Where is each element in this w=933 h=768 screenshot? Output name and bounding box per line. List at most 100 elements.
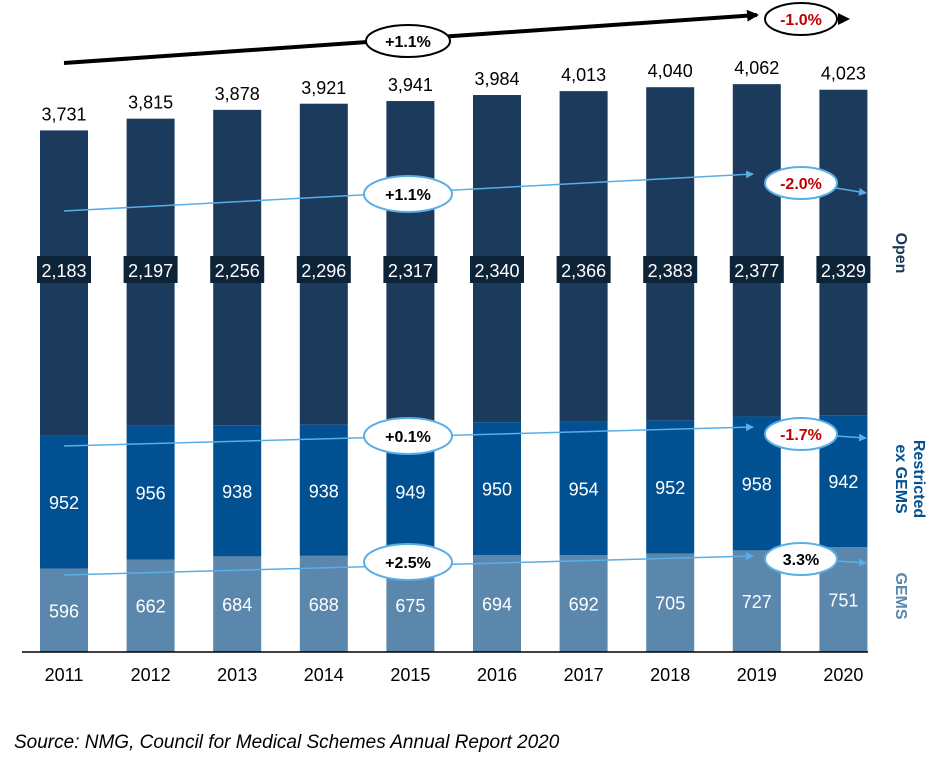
restricted-cagr-oval <box>363 417 453 455</box>
bar-segment-restricted-ex-gems-2016 <box>473 422 521 555</box>
restricted-cagr-label: +0.1% <box>385 429 431 446</box>
gems-cagr-oval <box>363 543 453 581</box>
x-tick-label-2019: 2019 <box>737 665 777 685</box>
value-label-open-2015: 2,317 <box>388 261 433 281</box>
gems-last-change-label: 3.3% <box>783 552 819 569</box>
value-label-open-2013: 2,256 <box>215 261 260 281</box>
value-label-restricted-ex-gems-2014: 938 <box>309 481 339 501</box>
value-label-gems-2020: 751 <box>828 591 858 611</box>
total-label-2017: 4,013 <box>561 65 606 85</box>
bar-segment-restricted-ex-gems-2012 <box>126 425 175 560</box>
value-label-restricted-ex-gems-2018: 952 <box>655 478 685 498</box>
value-label-box-open-2015 <box>383 256 438 283</box>
source-note: Source: NMG, Council for Medical Schemes… <box>14 732 560 753</box>
x-tick-label-2011: 2011 <box>45 665 84 685</box>
value-label-box-open-2011 <box>37 256 91 283</box>
bar-segment-restricted-ex-gems-2017 <box>559 421 608 556</box>
value-label-restricted-ex-gems-2017: 954 <box>569 480 599 500</box>
value-label-open-2018: 2,383 <box>648 261 693 281</box>
open-last-change-oval <box>764 166 838 200</box>
series-label-restricted-ex-gems: Restrictedex GEMS <box>892 440 927 518</box>
total-label-2012: 3,815 <box>128 93 173 113</box>
restricted-last-change-label: -1.7% <box>780 427 822 444</box>
value-label-box-open-2019 <box>729 256 784 283</box>
bar-segment-open-2018 <box>646 87 695 421</box>
value-label-box-open-2016 <box>470 256 524 283</box>
value-label-restricted-ex-gems-2020: 942 <box>828 472 858 492</box>
total-label-2018: 4,040 <box>648 61 693 81</box>
bar-segment-open-2019 <box>732 84 781 417</box>
value-label-restricted-ex-gems-2019: 958 <box>742 474 772 494</box>
bar-segment-open-2020 <box>819 89 868 416</box>
restricted-last-change-arrow <box>835 433 867 442</box>
x-tick-label-2018: 2018 <box>650 665 690 685</box>
value-label-gems-2018: 705 <box>655 594 685 614</box>
x-tick-label-2016: 2016 <box>477 665 517 685</box>
gems-last-change-arrow <box>835 558 867 567</box>
value-label-open-2012: 2,197 <box>128 261 173 281</box>
value-label-open-2014: 2,296 <box>301 261 346 281</box>
total-label-2019: 4,062 <box>734 58 779 78</box>
value-label-gems-2012: 662 <box>136 597 166 617</box>
bar-segment-gems-2018 <box>646 553 695 652</box>
bar-segment-restricted-ex-gems-2011 <box>40 435 88 569</box>
bar-segment-gems-2013 <box>213 556 262 652</box>
value-label-gems-2014: 688 <box>309 595 339 615</box>
value-label-box-open-2012 <box>123 256 178 283</box>
total-label-2016: 3,984 <box>474 69 519 89</box>
value-label-gems-2013: 684 <box>222 595 252 615</box>
total-last-change-label: -1.0% <box>780 12 822 29</box>
value-label-box-open-2014 <box>296 256 351 283</box>
value-label-gems-2019: 727 <box>742 592 772 612</box>
bar-segment-gems-2016 <box>473 554 521 652</box>
value-label-gems-2017: 692 <box>569 595 599 615</box>
value-label-box-open-2018 <box>643 256 698 283</box>
open-last-change-label: -2.0% <box>780 176 822 193</box>
bar-segment-gems-2011 <box>40 568 88 652</box>
value-label-box-open-2020 <box>816 256 871 283</box>
series-label-gems: GEMS <box>892 572 909 619</box>
bar-segment-restricted-ex-gems-2013 <box>213 425 262 557</box>
total-label-2011: 3,731 <box>41 104 86 124</box>
value-label-open-2011: 2,183 <box>41 261 86 281</box>
total-label-2013: 3,878 <box>215 84 260 104</box>
x-tick-label-2012: 2012 <box>131 665 171 685</box>
restricted-last-change-oval <box>764 417 838 451</box>
open-cagr-oval <box>363 175 453 213</box>
gems-cagr-label: +2.5% <box>385 555 431 572</box>
value-label-restricted-ex-gems-2016: 950 <box>482 480 512 500</box>
value-label-restricted-ex-gems-2012: 956 <box>136 484 166 504</box>
x-tick-label-2014: 2014 <box>304 665 344 685</box>
series-label-open: Open <box>892 233 909 274</box>
value-label-gems-2011: 596 <box>49 601 79 621</box>
gems-last-change-oval <box>764 542 838 576</box>
value-label-box-open-2017 <box>556 256 611 283</box>
x-tick-label-2015: 2015 <box>390 665 430 685</box>
bar-segment-gems-2017 <box>559 555 608 652</box>
value-label-gems-2015: 675 <box>395 596 425 616</box>
x-tick-label-2020: 2020 <box>823 665 863 685</box>
total-cagr-oval <box>365 24 451 58</box>
value-label-open-2016: 2,340 <box>474 261 519 281</box>
value-label-open-2020: 2,329 <box>821 261 866 281</box>
total-last-change-oval <box>764 2 838 36</box>
total-label-2020: 4,023 <box>821 64 866 84</box>
x-tick-label-2013: 2013 <box>217 665 257 685</box>
value-label-open-2019: 2,377 <box>734 261 779 281</box>
total-label-2015: 3,941 <box>388 75 433 95</box>
open-cagr-label: +1.1% <box>385 187 431 204</box>
value-label-restricted-ex-gems-2011: 952 <box>49 493 79 513</box>
bar-segment-gems-2012 <box>126 559 175 652</box>
bar-segment-gems-2014 <box>299 555 348 652</box>
value-label-gems-2016: 694 <box>482 594 512 614</box>
value-label-restricted-ex-gems-2015: 949 <box>395 482 425 502</box>
bar-segment-restricted-ex-gems-2014 <box>299 424 348 556</box>
value-label-restricted-ex-gems-2013: 938 <box>222 482 252 502</box>
open-last-change-arrow <box>835 187 867 196</box>
value-label-open-2017: 2,366 <box>561 261 606 281</box>
x-tick-label-2017: 2017 <box>564 665 604 685</box>
total-cagr-label: +1.1% <box>385 34 431 51</box>
value-label-box-open-2013 <box>210 256 265 283</box>
bar-segment-restricted-ex-gems-2018 <box>646 420 695 554</box>
